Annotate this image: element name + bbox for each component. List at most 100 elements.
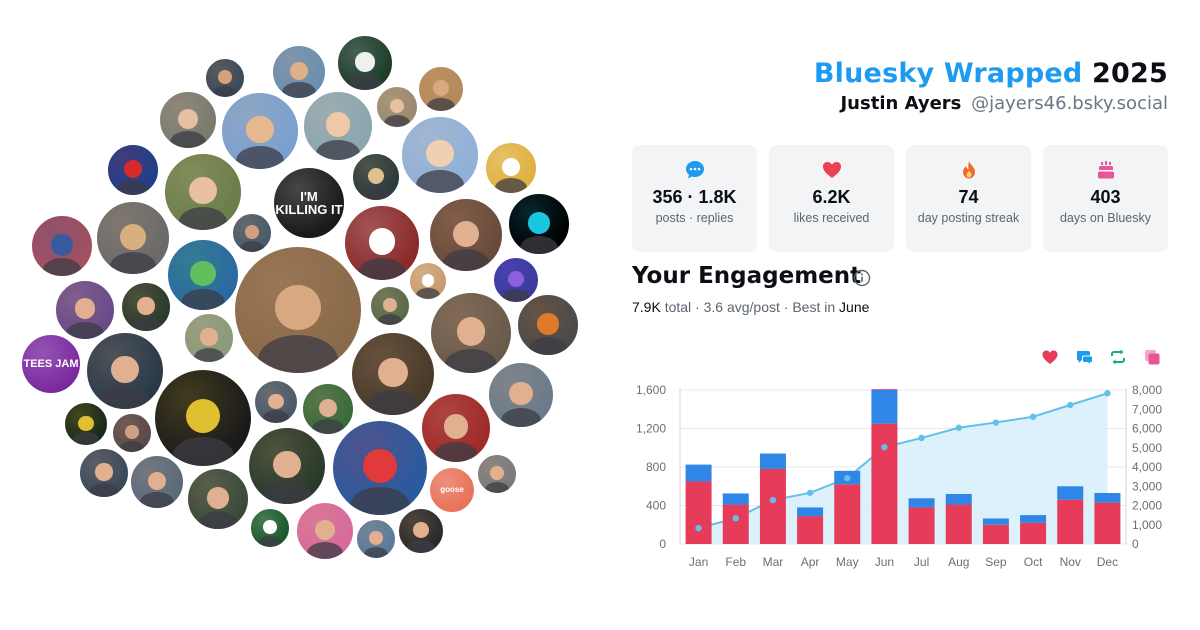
avatar-cluster: I'M KILLING IT TEES JAM goose — [20, 34, 580, 561]
avatar-28 — [429, 291, 513, 375]
avatar-22 — [408, 261, 448, 301]
avatar-50 — [397, 507, 445, 555]
bar-segment — [982, 518, 1009, 525]
bar-segment — [1057, 486, 1084, 500]
avatar-43 — [331, 419, 429, 517]
x-tick-label: Aug — [948, 555, 969, 569]
stat-value: 6.2K — [812, 187, 851, 207]
avatar-45 — [476, 453, 518, 495]
y-right-tick-label: 5,000 — [1132, 441, 1162, 455]
avatar-text: I'M KILLING IT — [275, 189, 343, 217]
y-left-tick-label: 800 — [646, 460, 666, 474]
engagement-total-label: total · — [664, 299, 700, 315]
stat-card-posts: 356 · 1.8K posts · replies — [632, 145, 757, 252]
stat-value: 356 · 1.8K — [652, 187, 737, 207]
bar-segment — [908, 507, 935, 544]
y-right-tick-label: 1,000 — [1132, 518, 1162, 532]
likes-legend-heart-icon[interactable] — [1041, 348, 1059, 366]
avatar-12 — [30, 214, 94, 278]
engagement-chart: 0 400 800 1,200 1,600 0 1,000 2,000 3,000 4,000 5,… — [636, 383, 1162, 569]
avatar-1 — [204, 57, 246, 99]
avatar-41 — [78, 447, 130, 499]
bar-segment — [982, 524, 1009, 544]
bar-segment — [685, 464, 712, 482]
bar-segment — [1094, 492, 1121, 503]
avatar-10 — [400, 115, 480, 195]
avatar-19 — [428, 197, 504, 273]
x-tick-label: Nov — [1060, 555, 1081, 569]
avatar-11 — [484, 141, 538, 195]
avatar-35 — [301, 382, 355, 436]
replies-legend-speech-icon[interactable] — [1075, 348, 1093, 367]
avatar-34 — [253, 379, 299, 425]
avatar-40 — [129, 454, 185, 510]
y-right-tick-label: 3,000 — [1132, 479, 1162, 493]
cumulative-point — [695, 524, 702, 532]
info-icon[interactable] — [853, 269, 871, 287]
avatar-46 — [186, 467, 250, 531]
cumulative-point — [955, 424, 962, 431]
cumulative-point — [918, 434, 925, 442]
cake-icon — [1043, 159, 1168, 181]
heart-icon — [769, 159, 894, 181]
avatar-text: TEES JAM — [23, 357, 79, 370]
bar-segment — [871, 390, 898, 424]
avatar-6 — [302, 90, 374, 162]
speech-bubble-icon — [632, 159, 757, 181]
avatar-5 — [220, 91, 300, 171]
avatar-42 — [247, 426, 327, 506]
stat-card-likes: 6.2K likes received — [769, 145, 894, 252]
avatar-4 — [158, 90, 218, 150]
avatar-8 — [417, 65, 465, 113]
bar-segment — [759, 468, 786, 544]
stat-label: day posting streak — [917, 211, 1020, 225]
avatar-2 — [271, 44, 327, 100]
x-tick-label: Dec — [1097, 555, 1118, 569]
bar-segment — [908, 498, 935, 508]
avatar-32 — [350, 331, 436, 417]
user-handle: @jayers46.bsky.social — [971, 93, 1168, 114]
stat-card-days: 403 days on Bluesky — [1043, 145, 1168, 252]
bar-segment — [871, 389, 898, 390]
avatar-49 — [355, 518, 397, 560]
avatar-14 — [166, 238, 240, 312]
bar-segment — [797, 507, 824, 517]
avatar-18 — [343, 204, 421, 282]
avatar-38 — [111, 412, 153, 454]
bar-segment — [945, 504, 972, 544]
x-tick-label: May — [836, 555, 859, 569]
quotes-legend-quote-icon[interactable] — [1143, 348, 1161, 366]
cumulative-point — [1104, 390, 1111, 397]
avatar-tees-jam: TEES JAM — [20, 333, 82, 395]
bar-segment — [797, 516, 824, 544]
avatar-15 — [231, 212, 273, 254]
engagement-title: Your Engagement — [632, 263, 862, 289]
flame-icon — [906, 159, 1031, 181]
bar-segment — [945, 493, 972, 505]
avatar-23 — [369, 285, 411, 327]
stat-label: days on Bluesky — [1059, 211, 1152, 225]
cumulative-point — [732, 515, 739, 522]
avatar-9 — [163, 152, 243, 232]
bar-segment — [1057, 499, 1084, 544]
cumulative-point — [992, 419, 1000, 426]
stat-label: likes received — [793, 211, 870, 225]
engagement-summary: 7.9K total · 3.6 avg/post · Best in June — [632, 299, 869, 315]
avatar-26 — [120, 281, 172, 333]
bar-segment — [722, 493, 749, 505]
cumulative-point — [1029, 413, 1037, 420]
avatar-im-killing-it: I'M KILLING IT — [272, 166, 346, 240]
x-tick-label: Apr — [801, 555, 820, 569]
y-right-tick-label: 0 — [1132, 537, 1139, 551]
x-tick-label: Oct — [1024, 555, 1043, 569]
reposts-legend-repost-icon[interactable] — [1109, 348, 1127, 366]
bar-segment — [1094, 502, 1121, 544]
cumulative-point — [769, 496, 777, 504]
avatar-3 — [336, 34, 394, 92]
stat-label: posts · replies — [655, 211, 734, 225]
stats-row: 356 · 1.8K posts · replies 6.2K likes re… — [632, 145, 1168, 252]
avatar-37 — [63, 401, 109, 447]
user-name: Justin Ayers — [840, 93, 962, 114]
title-brand: Bluesky Wrapped — [813, 58, 1083, 89]
avatar-13 — [95, 200, 171, 276]
